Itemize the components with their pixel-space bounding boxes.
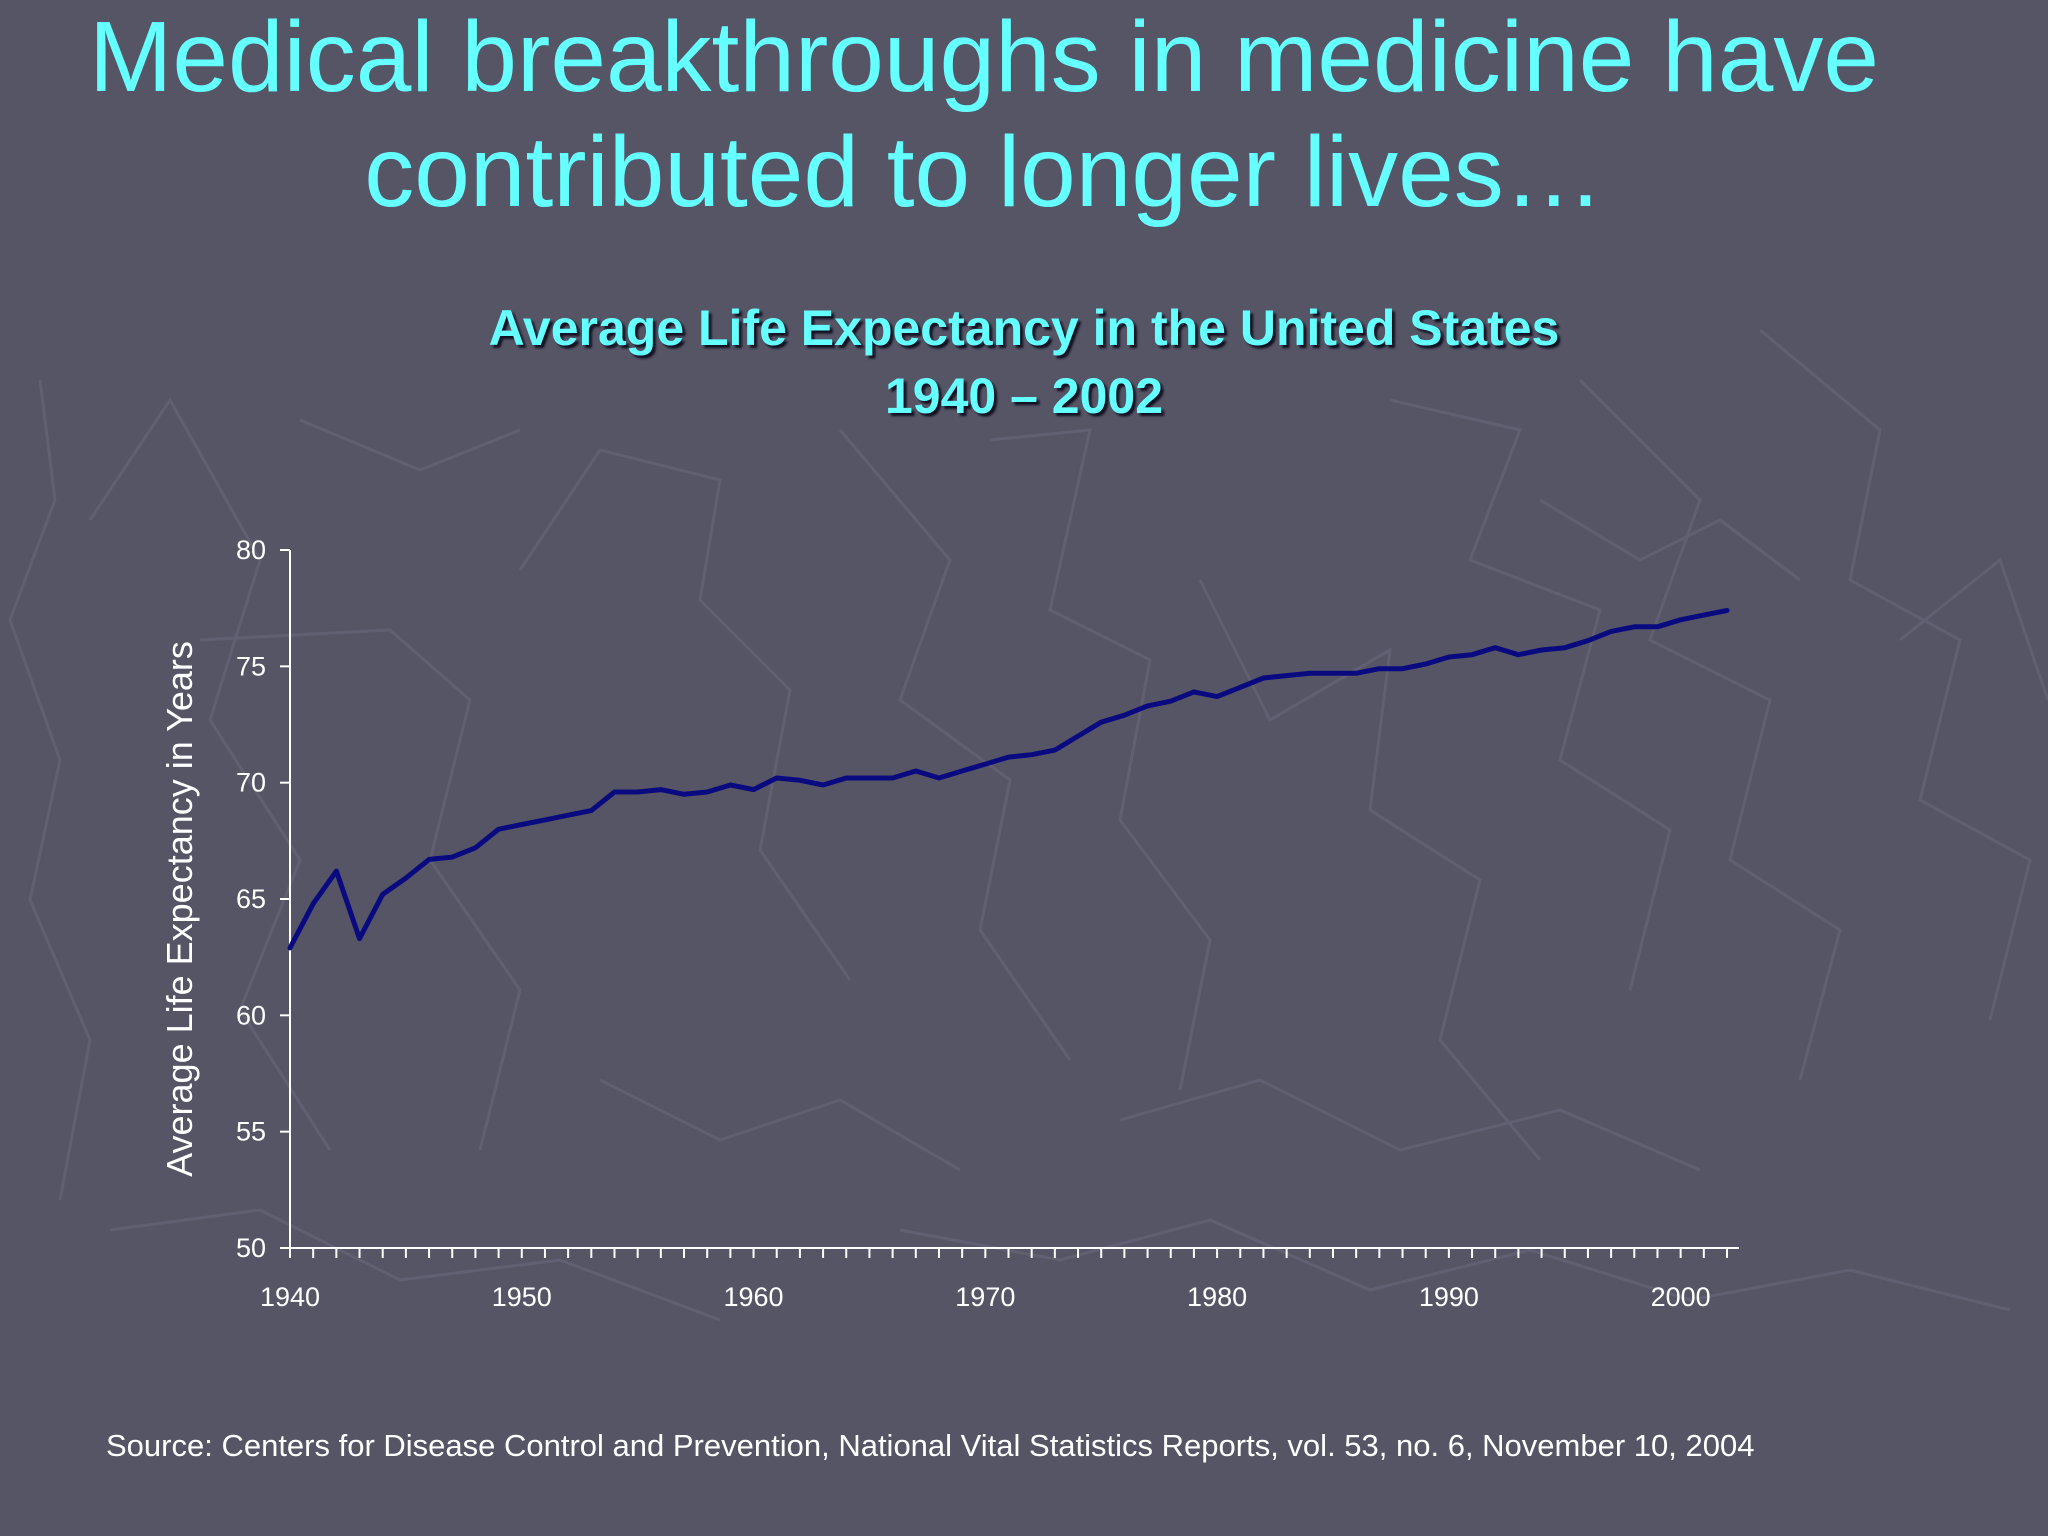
chart-title: Average Life Expectancy in the United St…	[0, 294, 2048, 430]
x-tick-label: 2000	[1651, 1282, 1711, 1312]
chart-subtitle: 1940 – 2002	[884, 368, 1164, 424]
slide-title-line-2: contributed to longer lives…	[364, 116, 1604, 228]
axes	[280, 549, 1739, 1258]
series-line-1	[287, 608, 1730, 951]
y-tick-label: 60	[236, 1000, 266, 1030]
chart-title-line-1: Average Life Expectancy in the United St…	[488, 300, 1560, 356]
slide-title-line-1: Medical breakthroughs in medicine have	[89, 1, 1879, 113]
y-tick-label: 80	[236, 535, 266, 565]
x-tick-label: 1980	[1187, 1282, 1247, 1312]
y-tick-label: 50	[236, 1233, 266, 1263]
slide-title: Medical breakthroughs in medicine have c…	[0, 0, 1968, 230]
y-tick-label: 70	[236, 768, 266, 798]
x-tick-label: 1940	[260, 1282, 320, 1312]
x-tick-label: 1990	[1419, 1282, 1479, 1312]
series-layer	[287, 608, 1730, 951]
x-tick-label: 1960	[724, 1282, 784, 1312]
x-tick-label: 1970	[955, 1282, 1015, 1312]
source-note: Source: Centers for Disease Control and …	[106, 1428, 1755, 1463]
tick-labels: 50 55 60 65 70 75 80 1940 1950 1960 1970 1980 1990 20…	[236, 535, 1711, 1312]
y-tick-label: 75	[236, 651, 266, 681]
y-tick-label: 65	[236, 884, 266, 914]
y-tick-label: 55	[236, 1117, 266, 1147]
y-axis-title: Average Life Expectancy in Years	[159, 641, 200, 1177]
x-tick-label: 1950	[492, 1282, 552, 1312]
